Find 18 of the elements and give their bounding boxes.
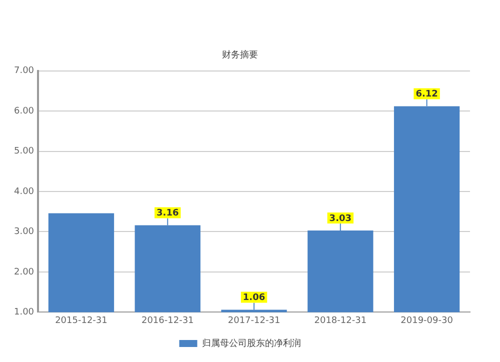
x-tick-label: 2019-09-30 [400, 316, 454, 326]
x-tick-label: 2017-12-31 [228, 316, 280, 326]
y-tick-label: 4.00 [14, 186, 34, 197]
x-tick-label: 2016-12-31 [141, 316, 194, 326]
y-tick-label: 1.00 [14, 308, 34, 318]
x-tick-label: 2015-12-31 [55, 316, 108, 326]
chart-title: 财务摘要 [222, 50, 258, 61]
y-tick-label: 5.00 [14, 146, 34, 157]
text: 3.16 [156, 208, 179, 219]
text: 6.12 [416, 90, 438, 100]
y-tick-label: 6.00 [14, 106, 34, 116]
legend-label: 归属母公司股东的净利润 [202, 338, 301, 349]
x-tick-label: 2018-12-31 [314, 316, 367, 326]
text: 3.03 [329, 214, 352, 224]
y-tick-label: 7.00 [14, 66, 34, 76]
y-tick-label: 2.00 [14, 267, 34, 278]
text: 1.06 [242, 293, 266, 304]
y-tick-label: 3.00 [14, 227, 34, 238]
